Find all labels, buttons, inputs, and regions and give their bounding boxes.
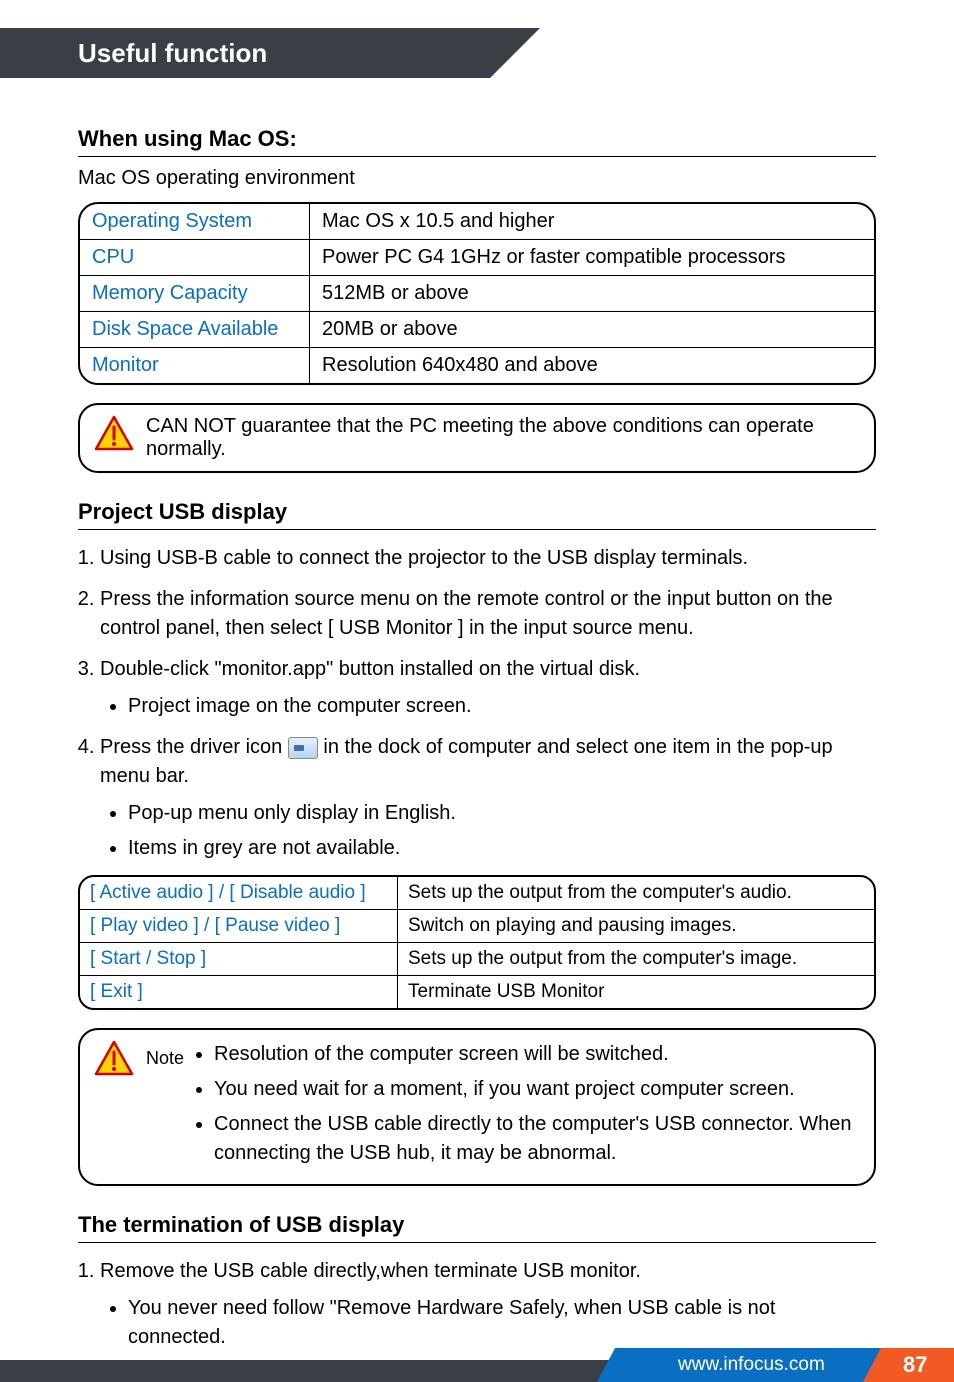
- step-text: Remove the USB cable directly,when termi…: [100, 1260, 641, 1282]
- macos-warning-callout: CAN NOT guarantee that the PC meeting th…: [78, 403, 876, 473]
- menu-key: [ Start / Stop ]: [80, 943, 398, 976]
- step-item: Using USB-B cable to connect the project…: [100, 544, 876, 573]
- spec-key: Monitor: [80, 348, 310, 383]
- note-bullets: Resolution of the computer screen will b…: [214, 1040, 856, 1174]
- spec-key: Memory Capacity: [80, 276, 310, 312]
- bullet-item: Project image on the computer screen.: [128, 692, 876, 721]
- menu-value: Terminate USB Monitor: [398, 976, 874, 1008]
- menu-key: [ Exit ]: [80, 976, 398, 1008]
- termination-heading: The termination of USB display: [78, 1212, 876, 1243]
- step-item: Press the driver icon in the dock of com…: [100, 733, 876, 863]
- spec-key: Disk Space Available: [80, 312, 310, 348]
- footer-url: www.infocus.com: [597, 1348, 905, 1382]
- menu-key: [ Active audio ] / [ Disable audio ]: [80, 877, 398, 910]
- table-row: CPU Power PC G4 1GHz or faster compatibl…: [80, 240, 874, 276]
- spec-value: Mac OS x 10.5 and higher: [310, 204, 874, 240]
- spec-value: Power PC G4 1GHz or faster compatible pr…: [310, 240, 874, 276]
- table-row: Operating System Mac OS x 10.5 and highe…: [80, 204, 874, 240]
- menu-key: [ Play video ] / [ Pause video ]: [80, 910, 398, 943]
- page-header: Useful function: [0, 28, 954, 78]
- header-title: Useful function: [0, 28, 490, 78]
- menu-table: [ Active audio ] / [ Disable audio ] Set…: [78, 875, 876, 1010]
- page-content: When using Mac OS: Mac OS operating envi…: [0, 126, 954, 1352]
- bullet-item: Connect the USB cable directly to the co…: [214, 1110, 856, 1168]
- page-footer: www.infocus.com 87: [0, 1340, 954, 1382]
- macos-spec-table: Operating System Mac OS x 10.5 and highe…: [78, 202, 876, 385]
- warning-icon: [94, 415, 134, 451]
- table-row: [ Active audio ] / [ Disable audio ] Set…: [80, 877, 874, 910]
- usb-note-callout: Note Resolution of the computer screen w…: [78, 1028, 876, 1186]
- spec-key: Operating System: [80, 204, 310, 240]
- spec-value: 20MB or above: [310, 312, 874, 348]
- step-text-pre: Press the driver icon: [100, 736, 288, 758]
- warning-icon: [94, 1040, 134, 1076]
- step-text: Double-click "monitor.app" button instal…: [100, 658, 640, 680]
- termination-steps: Remove the USB cable directly,when termi…: [100, 1257, 876, 1352]
- spec-value: 512MB or above: [310, 276, 874, 312]
- spec-key: CPU: [80, 240, 310, 276]
- table-row: Memory Capacity 512MB or above: [80, 276, 874, 312]
- bullet-item: Resolution of the computer screen will b…: [214, 1040, 856, 1069]
- spec-value: Resolution 640x480 and above: [310, 348, 874, 383]
- table-row: [ Start / Stop ] Sets up the output from…: [80, 943, 874, 976]
- bullet-item: Items in grey are not available.: [128, 834, 876, 863]
- step-item: Double-click "monitor.app" button instal…: [100, 655, 876, 721]
- macos-heading: When using Mac OS:: [78, 126, 876, 157]
- macos-subtext: Mac OS operating environment: [78, 167, 876, 190]
- callout-text: CAN NOT guarantee that the PC meeting th…: [146, 415, 856, 461]
- bullet-item: You need wait for a moment, if you want …: [214, 1075, 856, 1104]
- usb-heading: Project USB display: [78, 499, 876, 530]
- step-item: Press the information source menu on the…: [100, 585, 876, 643]
- usb-steps: Using USB-B cable to connect the project…: [100, 544, 876, 863]
- step-item: Remove the USB cable directly,when termi…: [100, 1257, 876, 1352]
- note-label: Note: [146, 1048, 184, 1069]
- menu-value: Sets up the output from the computer's a…: [398, 877, 874, 910]
- sub-bullets: Pop-up menu only display in English. Ite…: [128, 799, 876, 863]
- bullet-item: Pop-up menu only display in English.: [128, 799, 876, 828]
- table-row: Monitor Resolution 640x480 and above: [80, 348, 874, 383]
- driver-icon: [288, 737, 318, 759]
- table-row: Disk Space Available 20MB or above: [80, 312, 874, 348]
- table-row: [ Exit ] Terminate USB Monitor: [80, 976, 874, 1008]
- menu-value: Sets up the output from the computer's i…: [398, 943, 874, 976]
- menu-value: Switch on playing and pausing images.: [398, 910, 874, 943]
- sub-bullets: Project image on the computer screen.: [128, 692, 876, 721]
- table-row: [ Play video ] / [ Pause video ] Switch …: [80, 910, 874, 943]
